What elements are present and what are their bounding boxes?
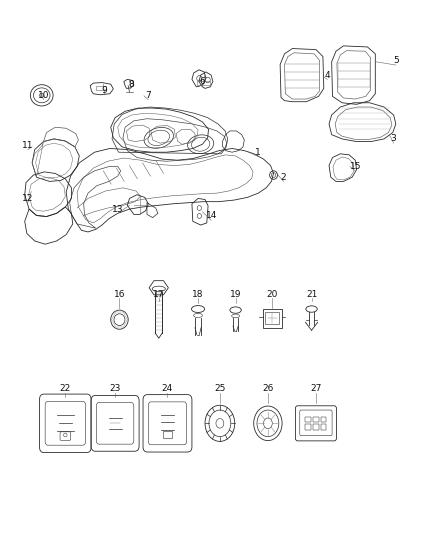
Text: 4: 4	[325, 70, 330, 79]
Text: 21: 21	[306, 289, 317, 298]
Text: 5: 5	[393, 56, 399, 65]
Text: 6: 6	[200, 77, 205, 86]
Text: 8: 8	[128, 80, 134, 89]
Text: 19: 19	[230, 289, 241, 298]
Text: 2: 2	[281, 173, 286, 182]
Text: 27: 27	[310, 384, 321, 393]
Text: 24: 24	[162, 384, 173, 393]
Text: 13: 13	[112, 205, 124, 214]
Text: 17: 17	[153, 289, 165, 298]
Text: 16: 16	[114, 289, 125, 298]
Text: 11: 11	[22, 141, 34, 150]
Text: 14: 14	[205, 212, 217, 221]
Text: 1: 1	[255, 148, 261, 157]
Text: 3: 3	[391, 134, 396, 143]
Text: 9: 9	[102, 85, 107, 94]
Text: 12: 12	[22, 194, 33, 203]
Text: 20: 20	[267, 289, 278, 298]
Text: 15: 15	[350, 162, 361, 171]
Text: 10: 10	[38, 91, 49, 100]
Text: 7: 7	[145, 91, 151, 100]
Text: 18: 18	[192, 289, 204, 298]
Text: 22: 22	[60, 384, 71, 393]
Text: 23: 23	[110, 384, 121, 393]
Text: 26: 26	[262, 384, 274, 393]
Text: 25: 25	[214, 384, 226, 393]
